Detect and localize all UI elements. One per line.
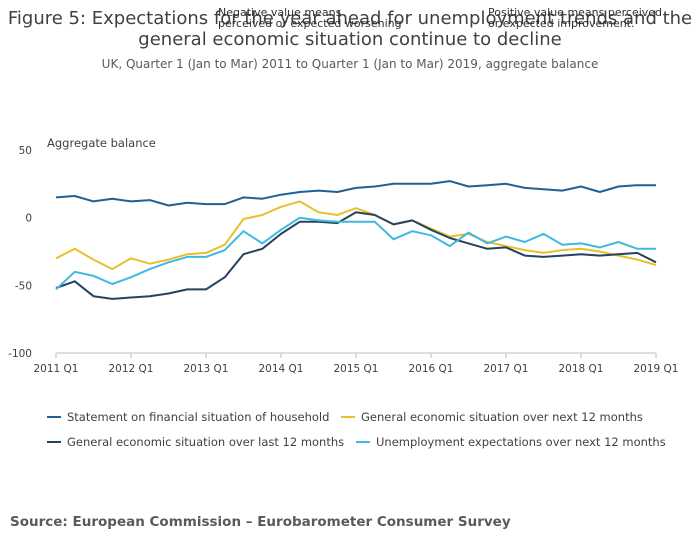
y-tick-label: -50 (15, 280, 32, 292)
legend-item[interactable]: General economic situation over next 12 … (341, 410, 643, 424)
x-tick-label: 2013 Q1 (183, 363, 228, 375)
x-tick-label: 2017 Q1 (483, 363, 528, 375)
x-tick-label: 2019 Q1 (633, 363, 678, 375)
legend-item[interactable]: Unemployment expectations over next 12 m… (356, 435, 666, 449)
y-axis-label: Aggregate balance (47, 136, 156, 150)
annotation-negative: Negative value means perceived or expect… (218, 6, 402, 30)
y-axis: 50 0 -50 -100 (8, 145, 32, 360)
y-tick-label: -100 (8, 348, 32, 360)
x-tick-label: 2014 Q1 (258, 363, 303, 375)
x-axis: 2011 Q1 2012 Q1 2013 Q1 2014 Q1 2015 Q1 2016 … (33, 352, 679, 375)
source-note: Source: European Commission – Eurobarome… (10, 514, 511, 530)
series-line[interactable] (55, 216, 656, 291)
x-tick-label: 2011 Q1 (33, 363, 78, 375)
legend-swatch-icon (47, 441, 61, 443)
x-tick-label: 2018 Q1 (558, 363, 603, 375)
series-line[interactable] (55, 200, 657, 271)
legend-item[interactable]: Statement on financial situation of hous… (47, 410, 329, 424)
x-tick-label: 2016 Q1 (408, 363, 453, 375)
chart-title: Figure 5: Expectations for the year ahea… (7, 8, 693, 50)
series-line[interactable] (55, 180, 656, 207)
y-tick-label: 0 (25, 213, 32, 225)
legend-swatch-icon (356, 441, 370, 443)
x-tick-label: 2015 Q1 (333, 363, 378, 375)
legend-swatch-icon (341, 416, 355, 418)
x-tick-label: 2012 Q1 (108, 363, 153, 375)
legend-item[interactable]: General economic situation over last 12 … (47, 435, 344, 449)
legend-label: Statement on financial situation of hous… (67, 410, 330, 424)
y-tick-label: 50 (19, 145, 32, 157)
legend-label: General economic situation over next 12 … (361, 410, 643, 424)
legend-label: General economic situation over last 12 … (67, 435, 345, 449)
annotation-positive: Positive value means perceived or expect… (488, 6, 663, 30)
series-line[interactable] (55, 211, 657, 300)
chart-subtitle: UK, Quarter 1 (Jan to Mar) 2011 to Quart… (101, 57, 599, 71)
legend-swatch-icon (47, 416, 61, 418)
legend-label: Unemployment expectations over next 12 m… (376, 435, 666, 449)
series-lines (55, 180, 657, 300)
